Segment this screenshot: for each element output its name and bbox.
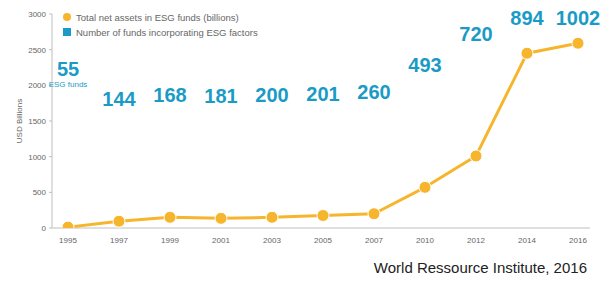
data-label: 493: [408, 54, 441, 76]
y-tick: [49, 49, 52, 50]
y-tick-label: 0: [42, 224, 47, 233]
y-tick-label: 500: [33, 188, 47, 197]
data-label: 181: [204, 85, 237, 107]
y-tick: [49, 121, 52, 122]
x-tick-label: 2016: [569, 236, 587, 245]
data-point: [470, 150, 482, 162]
legend-marker: [63, 28, 71, 36]
x-tick-label: 2003: [263, 236, 281, 245]
data-point: [572, 37, 584, 49]
x-tick-label: 1995: [59, 236, 77, 245]
data-point: [368, 208, 380, 220]
data-label: 260: [357, 81, 390, 103]
y-tick-label: 2000: [28, 81, 46, 90]
x-tick-label: 2001: [212, 236, 230, 245]
chart-svg: 0500100015002000250030001995199719992001…: [0, 0, 609, 297]
data-line: [68, 43, 578, 227]
x-tick-label: 2007: [365, 236, 383, 245]
source-note: World Ressource Institute, 2016: [374, 259, 587, 276]
data-point: [62, 221, 74, 228]
y-tick: [49, 192, 52, 193]
chart-container: 0500100015002000250030001995199719992001…: [0, 0, 609, 297]
plot-area: [62, 37, 584, 228]
data-label: 720: [459, 23, 492, 45]
data-label: 1002: [556, 7, 601, 29]
y-tick-label: 1500: [28, 117, 46, 126]
data-point: [113, 215, 125, 227]
data-label: 168: [153, 84, 186, 106]
legend-label: Total net assets in ESG funds (billions): [76, 12, 239, 23]
data-point: [164, 211, 176, 223]
data-point: [266, 211, 278, 223]
data-point: [521, 47, 533, 59]
data-label: 201: [306, 83, 339, 105]
y-tick-label: 2500: [28, 46, 46, 55]
y-axis-label: USD Billions: [15, 99, 24, 143]
x-tick-label: 2014: [518, 236, 536, 245]
data-point: [215, 212, 227, 224]
x-tick-label: 2012: [467, 236, 485, 245]
x-tick-label: 1999: [161, 236, 179, 245]
y-tick-label: 1000: [28, 153, 46, 162]
data-point: [419, 181, 431, 193]
y-tick: [49, 228, 52, 229]
data-label: 894: [510, 7, 544, 29]
data-label: 144: [102, 88, 136, 110]
y-tick: [49, 156, 52, 157]
x-tick-label: 2005: [314, 236, 332, 245]
y-tick-label: 3000: [28, 10, 46, 19]
annotation: ESG funds: [49, 80, 88, 89]
x-tick-label: 1997: [110, 236, 128, 245]
legend-label: Number of funds incorporating ESG factor…: [76, 27, 258, 38]
data-point: [317, 210, 329, 222]
x-axis-line: [52, 228, 590, 229]
y-tick: [49, 14, 52, 15]
data-label: 200: [255, 84, 288, 106]
x-tick-label: 2010: [416, 236, 434, 245]
data-label: 55: [57, 58, 79, 80]
legend-marker: [63, 13, 71, 21]
